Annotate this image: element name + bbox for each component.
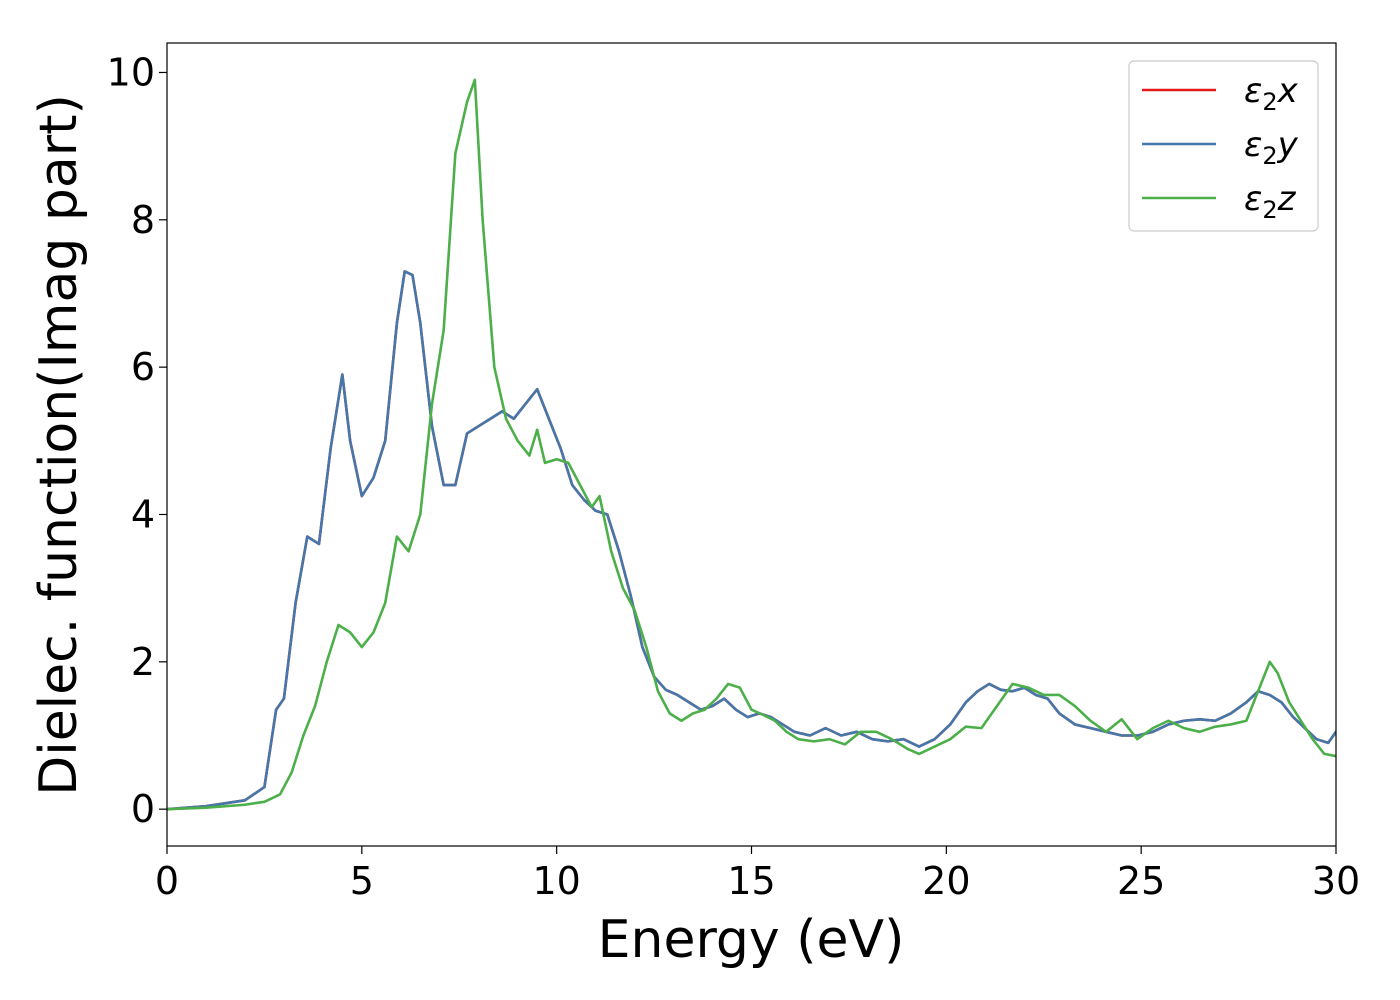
y-tick-label: 8 bbox=[131, 198, 155, 242]
legend: ε2x ε2y ε2z bbox=[1128, 60, 1319, 232]
x-tick-label: 20 bbox=[922, 859, 970, 903]
legend-box bbox=[1128, 60, 1319, 232]
legend-label-y: ε2y bbox=[1244, 125, 1299, 170]
y-axis-ticks: 0 2 4 6 8 10 bbox=[107, 50, 167, 831]
x-tick-label: 5 bbox=[350, 859, 374, 903]
x-tick-label: 25 bbox=[1117, 859, 1165, 903]
x-tick-label: 15 bbox=[727, 859, 775, 903]
legend-label-z: ε2z bbox=[1244, 179, 1297, 224]
y-tick-label: 10 bbox=[107, 50, 155, 94]
series-line-z bbox=[167, 78, 1336, 811]
series-line-y bbox=[167, 270, 1336, 811]
x-axis-label: Energy (eV) bbox=[598, 910, 905, 970]
y-tick-label: 6 bbox=[131, 345, 155, 389]
x-tick-label: 0 bbox=[155, 859, 179, 903]
y-tick-label: 4 bbox=[131, 492, 155, 536]
y-tick-label: 0 bbox=[131, 787, 155, 831]
series-layer bbox=[167, 78, 1336, 811]
y-tick-label: 2 bbox=[131, 640, 155, 684]
x-tick-label: 10 bbox=[532, 859, 580, 903]
x-tick-label: 30 bbox=[1312, 859, 1360, 903]
y-axis-label: Dielec. function(Imag part) bbox=[29, 94, 89, 796]
x-axis-ticks: 0 5 10 15 20 25 30 bbox=[155, 846, 1360, 903]
legend-label-x: ε2x bbox=[1244, 71, 1299, 116]
